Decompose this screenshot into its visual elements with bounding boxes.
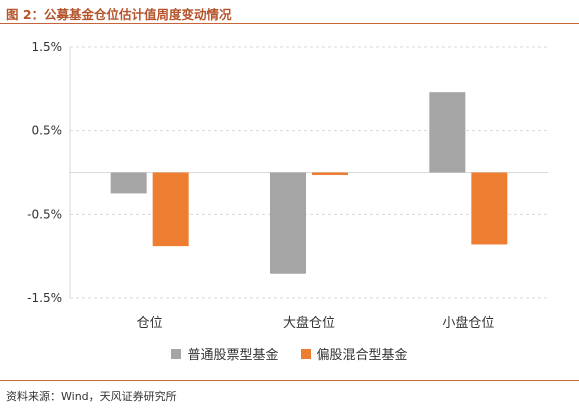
bar — [429, 92, 466, 173]
x-category-label: 仓位 — [137, 316, 163, 331]
y-tick-label: 0.5% — [32, 124, 63, 138]
y-tick-label: -0.5% — [27, 207, 62, 221]
bar — [471, 172, 508, 245]
legend-item-hybrid: 偏股混合型基金 — [300, 344, 408, 363]
legend-swatch-common-stock — [171, 348, 182, 359]
figure-title: 图 2：公募基金仓位估计值周度变动情况 — [6, 7, 232, 22]
bar — [312, 172, 348, 176]
bar — [270, 172, 306, 274]
y-tick-label: 1.5% — [32, 40, 63, 54]
title-rule — [0, 23, 579, 24]
bar — [110, 172, 147, 194]
legend-swatch-hybrid — [300, 348, 311, 359]
y-tick-label: -1.5% — [27, 291, 62, 305]
x-category-label: 小盘仓位 — [442, 315, 494, 331]
bar — [152, 172, 189, 247]
legend: 普通股票型基金 偏股混合型基金 — [0, 344, 579, 363]
x-category-label: 大盘仓位 — [283, 315, 335, 331]
legend-item-common-stock: 普通股票型基金 — [171, 344, 279, 363]
source-rule — [0, 380, 579, 381]
legend-label-hybrid: 偏股混合型基金 — [316, 348, 408, 363]
figure-source: 资料来源：Wind，天风证券研究所 — [6, 390, 177, 403]
legend-label-common-stock: 普通股票型基金 — [187, 348, 279, 363]
